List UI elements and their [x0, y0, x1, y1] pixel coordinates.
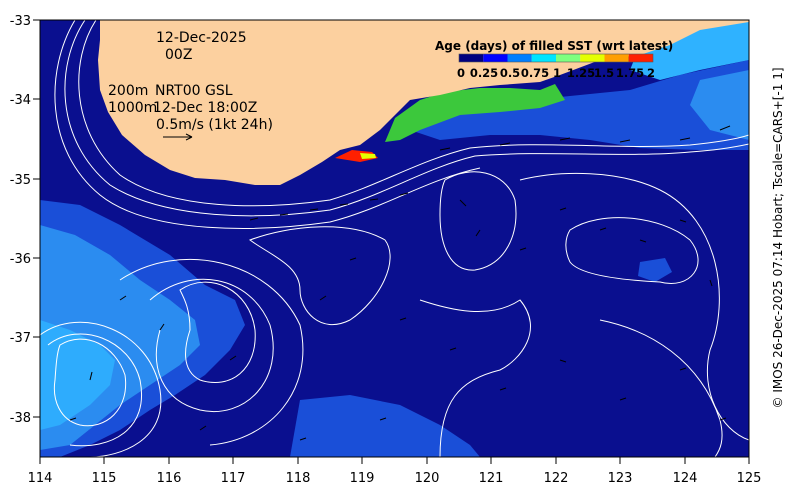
y-tick-label: -38 [10, 411, 31, 426]
y-tick-label: -36 [10, 252, 31, 267]
x-tick-label: 117 [221, 471, 246, 486]
x-tick-label: 115 [92, 471, 117, 486]
colorbar-bin [604, 54, 629, 62]
y-tick-label: -37 [10, 331, 31, 346]
y-tick-label: -33 [10, 14, 31, 29]
sst-shelf-band [410, 60, 749, 150]
depth-label-200m: 200m [108, 83, 148, 99]
colorbar-tick: 0 [457, 66, 465, 80]
vector-scale-label: 0.5m/s (1kt 24h) [156, 117, 273, 133]
colorbar-tick: 1.25 [567, 66, 595, 80]
x-tick-label: 121 [479, 471, 504, 486]
x-tick-marks [39, 457, 750, 464]
credit-label: © IMOS 26-Dec-2025 07:14 Hobart; Tscale=… [771, 67, 785, 408]
colorbar-tick: 2 [647, 66, 655, 80]
colorbar-tick: 0.5 [500, 66, 520, 80]
sst-region-south-patch [290, 395, 480, 457]
sst-mid-patch [638, 258, 672, 282]
sst-coastal-green [385, 84, 565, 142]
x-tick-label: 114 [28, 471, 53, 486]
x-tick-label: 118 [286, 471, 311, 486]
y-tick-label: -35 [10, 173, 31, 188]
product-label: NRT00 GSL [155, 83, 233, 99]
y-tick-label: -34 [10, 93, 31, 108]
x-axis-labels: 114 115 116 117 118 119 120 121 122 123 … [28, 471, 762, 486]
colorbar-bin [459, 54, 484, 62]
sea-level-contours [40, 20, 749, 457]
plot-frame [39, 19, 750, 458]
product-time-label: 12-Dec 18:00Z [153, 100, 257, 116]
vector-scale-arrow [163, 133, 193, 141]
colorbar-tick: 0.75 [521, 66, 549, 80]
current-vectors [69, 125, 731, 441]
colorbar-bin [507, 54, 532, 62]
x-tick-label: 125 [737, 471, 762, 486]
colorbar-tick: 0.25 [470, 66, 498, 80]
colorbar-bin [580, 54, 605, 62]
date-label: 12-Dec-2025 [156, 30, 247, 46]
map-plot-area [40, 20, 749, 457]
y-tick-marks [33, 19, 40, 418]
colorbar: Age (days) of filled SST (wrt latest) 0 … [435, 39, 673, 80]
colorbar-bin [483, 54, 508, 62]
x-tick-label: 120 [415, 471, 440, 486]
colorbar-tick: 1 [553, 66, 561, 80]
x-tick-label: 122 [544, 471, 569, 486]
x-tick-label: 119 [350, 471, 375, 486]
x-tick-label: 124 [673, 471, 698, 486]
sst-coastal-yellow [360, 153, 376, 159]
colorbar-bin [628, 54, 653, 62]
colorbar-tick: 1.75 [616, 66, 644, 80]
time-label: 00Z [165, 47, 192, 63]
x-tick-label: 116 [157, 471, 182, 486]
colorbar-tick: 1.5 [594, 66, 614, 80]
colorbar-bin [556, 54, 581, 62]
colorbar-frame [458, 53, 654, 63]
depth-label-1000m: 1000m [108, 100, 157, 116]
sst-coastal-red [335, 150, 378, 162]
x-tick-label: 123 [608, 471, 633, 486]
y-axis-labels: -33 -34 -35 -36 -37 -38 [10, 14, 31, 426]
colorbar-title: Age (days) of filled SST (wrt latest) [435, 39, 673, 53]
colorbar-bin [531, 54, 556, 62]
sst-east-patch [690, 70, 749, 140]
